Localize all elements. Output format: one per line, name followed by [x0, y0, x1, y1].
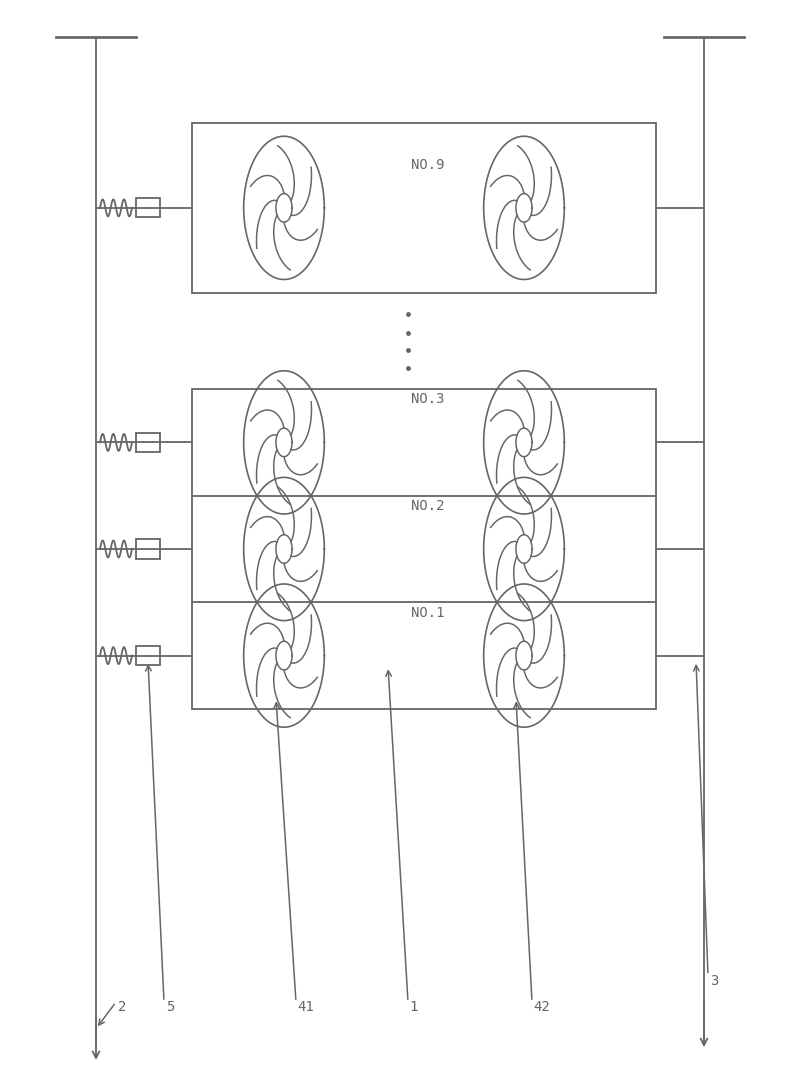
Text: NO.1: NO.1: [411, 605, 445, 619]
Text: 2: 2: [118, 1000, 126, 1015]
Text: 5: 5: [166, 1000, 174, 1015]
Bar: [136, 646, 160, 665]
Bar: [136, 433, 160, 452]
Text: NO.2: NO.2: [411, 499, 445, 513]
Text: 42: 42: [534, 1000, 550, 1015]
Text: 1: 1: [410, 1000, 418, 1015]
Bar: [136, 539, 160, 559]
Bar: [192, 123, 656, 293]
Text: 41: 41: [298, 1000, 314, 1015]
Text: NO.9: NO.9: [411, 158, 445, 172]
Text: 3: 3: [710, 973, 718, 988]
Bar: [192, 389, 656, 709]
Text: NO.3: NO.3: [411, 392, 445, 406]
Bar: [136, 198, 160, 217]
